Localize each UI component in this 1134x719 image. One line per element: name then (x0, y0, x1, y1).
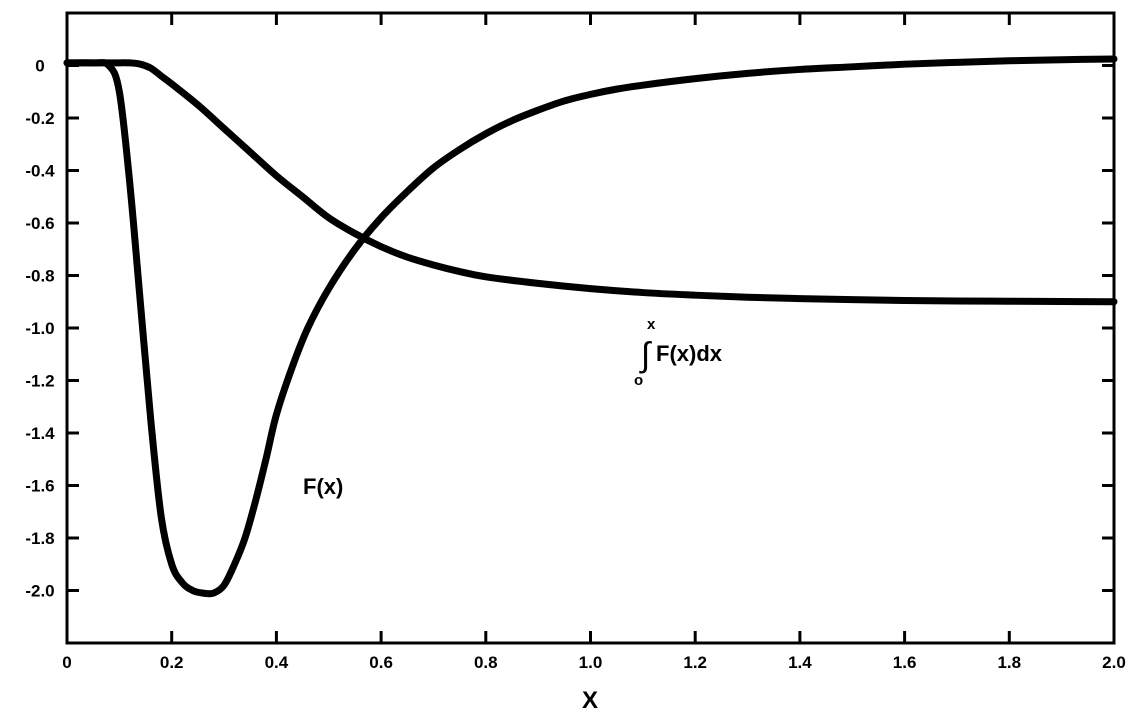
x-tick-label: 0.4 (265, 653, 289, 672)
integral-sign: ∫ (639, 336, 652, 374)
fx-curve (63, 55, 1118, 598)
x-tick-label: 0.6 (369, 653, 393, 672)
x-tick-labels: 0 0.2 0.4 0.6 0.8 1.0 1.2 1.4 1.6 1.8 2.0 (62, 653, 1126, 672)
integral-curve (63, 59, 1118, 306)
x-tick-label: 1.4 (788, 653, 812, 672)
y-tick-label: 0 (35, 57, 44, 76)
x-tick-label: 1.8 (997, 653, 1021, 672)
y-tick-label: -1.6 (25, 477, 54, 496)
x-tick-label: 1.2 (683, 653, 707, 672)
y-tick-label: -2.0 (25, 582, 54, 601)
plot-frame (65, 11, 1116, 645)
x-tick-label: 0.8 (474, 653, 498, 672)
y-tick-label: -1.8 (25, 529, 54, 548)
y-tick-label: -0.8 (25, 267, 54, 286)
x-tick-label: 1.0 (579, 653, 603, 672)
integral-curve-label: ∫ x o F(x)dx (634, 316, 723, 389)
x-tick-label: 0.2 (160, 653, 184, 672)
y-tick-label: -0.6 (25, 214, 54, 233)
ticks (67, 13, 1114, 643)
x-tick-label: 2.0 (1102, 653, 1126, 672)
y-tick-label: -1.4 (25, 424, 55, 443)
integral-body-text: F(x)dx (656, 341, 723, 366)
y-tick-label: -0.2 (25, 109, 54, 128)
y-tick-label: -1.0 (25, 319, 54, 338)
x-tick-label: 1.6 (893, 653, 917, 672)
integral-upper-limit: x (647, 316, 656, 333)
y-tick-labels: 0 -0.2 -0.4 -0.6 -0.8 -1.0 -1.2 -1.4 -1.6 -1.8 -2.… (25, 57, 55, 601)
x-tick-label: 0 (62, 653, 71, 672)
x-axis-label: X (582, 687, 598, 714)
integral-lower-limit: o (634, 372, 643, 389)
y-tick-label: -0.4 (25, 162, 55, 181)
curves (63, 55, 1118, 598)
y-tick-label: -1.2 (25, 372, 54, 391)
fx-curve-label: F(x) (303, 474, 343, 499)
